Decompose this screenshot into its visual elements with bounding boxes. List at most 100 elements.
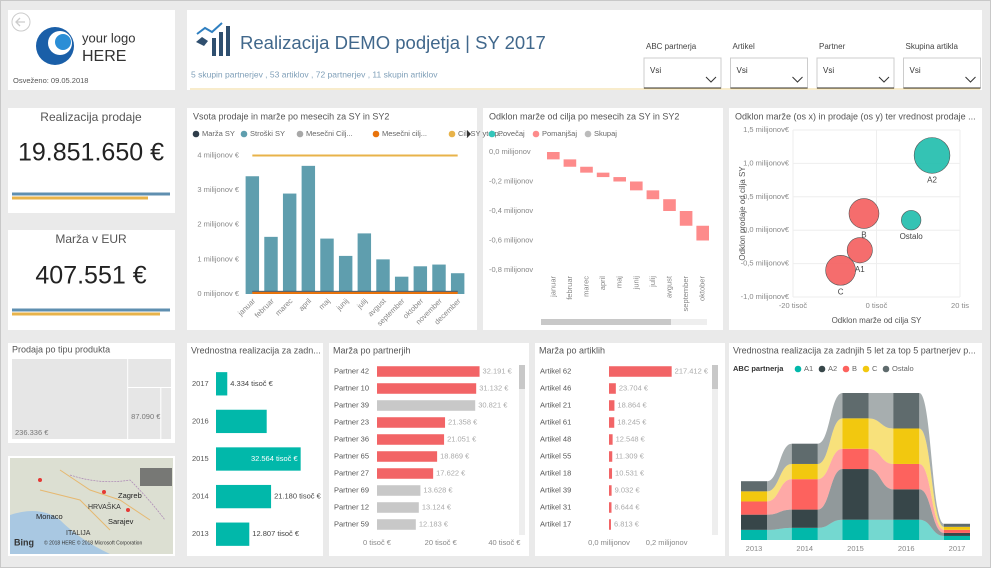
x-tick-label: 20 tisoč € xyxy=(425,538,458,547)
y-tick-label: Partner 59 xyxy=(334,519,369,528)
filters xyxy=(643,57,981,89)
bubble-label: C xyxy=(838,287,844,296)
ribbon-column xyxy=(741,529,767,540)
ribbon-column xyxy=(791,443,818,464)
ribbon xyxy=(817,519,843,540)
icon-bar xyxy=(226,26,230,56)
y-tick-label: Partner 65 xyxy=(334,451,369,460)
bar xyxy=(264,236,278,294)
legend-swatch xyxy=(240,130,248,138)
y-tick-label: -0,6 milijonov xyxy=(489,235,533,244)
ribbon-column xyxy=(893,519,920,540)
y-tick-label: 2 milijonov € xyxy=(197,220,240,229)
legend-swatch xyxy=(372,130,380,138)
bar xyxy=(609,366,672,377)
scrollbar-track xyxy=(712,365,718,535)
x-tick-label: 2016 xyxy=(898,544,915,553)
bar xyxy=(320,238,334,294)
ribbon xyxy=(919,519,944,540)
data-label: 23.704 € xyxy=(619,383,649,392)
back-button[interactable] xyxy=(11,12,31,32)
icon-bar xyxy=(219,32,223,56)
waterfall-bar xyxy=(580,166,593,173)
legend-label: Ostalo xyxy=(892,364,914,373)
legend-swatch xyxy=(296,130,304,138)
bar xyxy=(450,273,465,294)
ribbon-column xyxy=(944,529,970,533)
y-tick-label: Artikel 39 xyxy=(540,485,571,494)
legend-swatch xyxy=(584,130,592,138)
waterfall-bar xyxy=(596,172,610,178)
filter-dropdown[interactable] xyxy=(643,57,722,89)
waterfall-bar xyxy=(546,152,560,160)
x-tick-label: oktober xyxy=(698,276,707,302)
bar xyxy=(609,417,615,428)
bar xyxy=(338,255,353,294)
ribbon-column xyxy=(893,489,920,520)
dropdown-box xyxy=(643,57,722,89)
filter-dropdown[interactable] xyxy=(730,57,808,89)
filter-label: Artikel xyxy=(733,42,755,51)
y-tick-label: Artikel 61 xyxy=(540,417,571,426)
ribbon-column xyxy=(741,514,767,530)
data-label: 13.124 € xyxy=(422,502,452,511)
filter-value: Vsi xyxy=(910,66,921,75)
dropdown-chevron xyxy=(705,76,717,83)
x-tick-label: julij xyxy=(648,276,657,288)
logo-text: HERE xyxy=(82,48,126,65)
filter-label: Partner xyxy=(819,42,846,51)
x-tick-label: -20 tisoč xyxy=(779,301,808,310)
bar xyxy=(216,409,267,434)
y-tick-label: Partner 39 xyxy=(334,400,369,409)
bar xyxy=(377,485,421,496)
data-label: 9.032 € xyxy=(615,485,641,494)
bar xyxy=(609,400,615,411)
y-tick-label: Artikel 55 xyxy=(540,451,571,460)
y-tick-label: 2016 xyxy=(192,416,209,425)
ribbon xyxy=(919,393,944,527)
data-label: 12.183 € xyxy=(419,519,449,528)
filter-dropdown[interactable] xyxy=(903,57,981,89)
ribbon-column xyxy=(893,428,920,464)
filter-dropdown[interactable] xyxy=(816,57,895,89)
chart-panel xyxy=(329,343,529,556)
legend-swatch xyxy=(842,365,850,373)
legend-label: A2 xyxy=(828,364,837,373)
kpi-value: 407.551 € xyxy=(35,262,146,290)
legend-label: Pomanjšaj xyxy=(542,129,577,138)
data-label: 11.309 € xyxy=(615,451,644,460)
dropdown-chevron xyxy=(792,76,803,83)
filter-label: ABC partnerja xyxy=(646,42,697,51)
bar xyxy=(301,165,316,294)
treemap-tile xyxy=(12,359,128,439)
legend-label: Povečaj xyxy=(498,129,525,138)
y-tick-label: Partner 27 xyxy=(334,468,369,477)
scrollbar-track xyxy=(519,365,525,535)
dropdown-box xyxy=(903,57,981,89)
ribbon-column xyxy=(893,463,920,490)
bar xyxy=(377,468,434,479)
dropdown-box xyxy=(816,57,895,89)
chart-title: Odklon marže (os x) in prodaje (os y) te… xyxy=(735,111,976,121)
bar xyxy=(377,400,476,411)
chart-title: Prodaja po tipu produkta xyxy=(12,344,110,354)
scrollbar-thumb xyxy=(541,319,671,325)
refresh-date: Osveženo: 09.05.2018 xyxy=(13,76,88,85)
map-overlay xyxy=(140,468,172,486)
y-tick-label: -1,0 milijonov€ xyxy=(741,292,790,301)
x-tick-label: februar xyxy=(565,275,574,299)
map-sea xyxy=(10,511,110,554)
data-label: 21.051 € xyxy=(447,434,477,443)
x-tick-label: avgust xyxy=(664,275,673,298)
bar xyxy=(377,417,446,428)
ribbon xyxy=(767,527,792,540)
y-tick-label: Artikel 21 xyxy=(540,400,571,409)
ribbon-column xyxy=(893,393,920,429)
bar xyxy=(609,434,613,445)
kpi-value: 19.851.650 € xyxy=(18,139,164,167)
y-tick-label: Partner 12 xyxy=(334,502,369,511)
x-tick-label: 2014 xyxy=(796,544,813,553)
y-tick-label: -0,5 milijonov€ xyxy=(741,259,790,268)
bar xyxy=(377,434,445,445)
